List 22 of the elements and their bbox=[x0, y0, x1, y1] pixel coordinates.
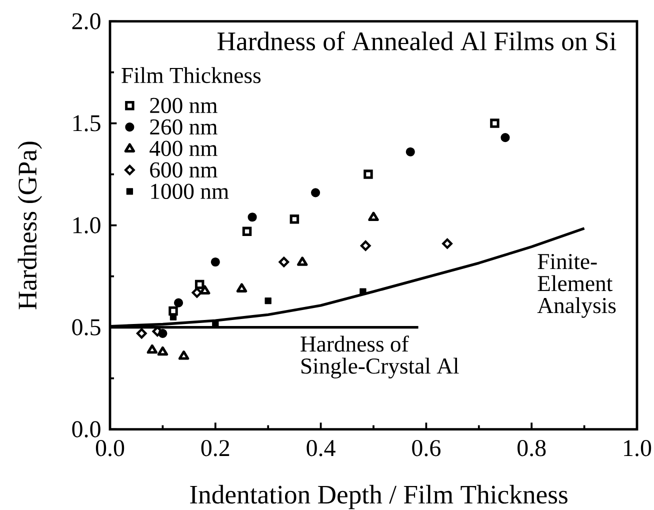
y-tick-label: 0.0 bbox=[72, 421, 100, 438]
y-tick-label: 2.0 bbox=[72, 13, 100, 30]
y-tick-label: 1.5 bbox=[73, 115, 100, 132]
x-tick-label: 0.2 bbox=[201, 440, 230, 456]
x-tick-label: 0.0 bbox=[96, 440, 124, 456]
legend-label: 260 nm bbox=[150, 119, 218, 135]
x-tick-label: 0.6 bbox=[412, 440, 440, 456]
y-tick-label: 1.0 bbox=[73, 217, 100, 234]
legend-label: 400 nm bbox=[150, 140, 218, 156]
chart-title: Hardness of Annealed Al Films on Si bbox=[218, 31, 616, 50]
legend-title: Film Thickness bbox=[122, 67, 261, 84]
x-tick-label: 1.0 bbox=[624, 440, 652, 456]
legend-label: 200 nm bbox=[150, 98, 218, 114]
y-axis-title: Hardness (GPa) bbox=[18, 142, 42, 310]
y-tick-label: 0.5 bbox=[72, 319, 100, 336]
x-tick-label: 0.4 bbox=[306, 440, 336, 456]
annotation: Finite-Element Analysis bbox=[537, 254, 616, 318]
x-axis-title: Indentation Depth / Film Thickness bbox=[190, 484, 568, 510]
x-tick-label: 0.8 bbox=[518, 440, 546, 456]
annotation: Hardness of Single-Crystal Al bbox=[300, 336, 459, 378]
legend-label: 600 nm bbox=[150, 162, 218, 178]
legend-label: 1000 nm bbox=[151, 184, 229, 200]
